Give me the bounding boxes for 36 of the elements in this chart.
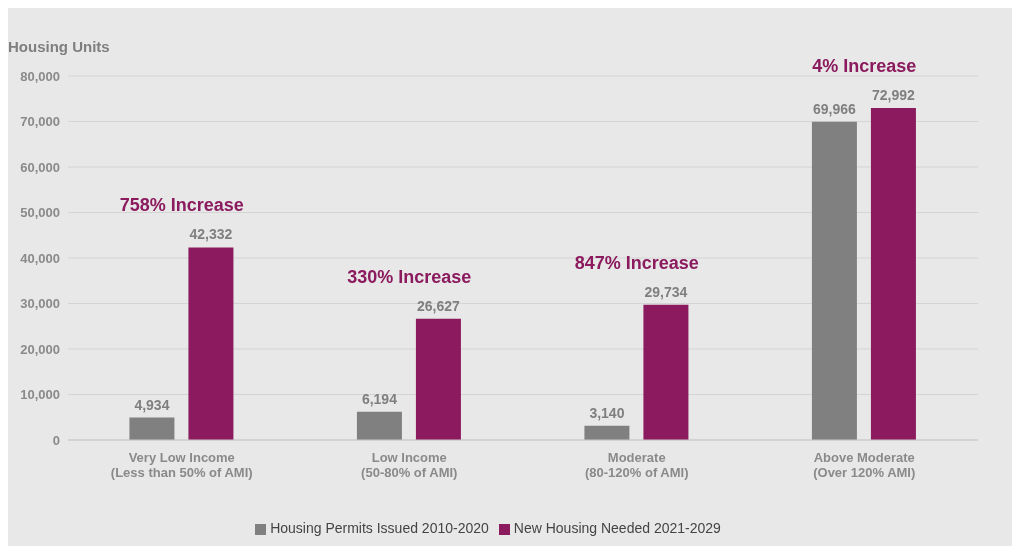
y-tick-label: 30,000 xyxy=(20,296,60,312)
y-tick-label: 50,000 xyxy=(20,205,60,221)
x-tick-label: Moderate (80-120% of AMI) xyxy=(584,450,689,480)
y-tick-label: 60,000 xyxy=(20,159,60,175)
y-tick-label: 20,000 xyxy=(20,341,60,357)
bar xyxy=(584,425,630,440)
bar xyxy=(129,417,175,440)
data-label: 26,627 xyxy=(417,297,461,314)
bar xyxy=(415,318,461,440)
annotation: 758% Increase xyxy=(119,195,244,216)
bar xyxy=(643,304,689,440)
bar xyxy=(356,411,402,440)
x-tick-label: Above Moderate (Over 120% AMI) xyxy=(813,450,916,480)
data-label: 42,332 xyxy=(189,226,233,243)
data-label: 4,934 xyxy=(134,396,170,413)
bar xyxy=(870,107,916,440)
bar xyxy=(811,121,857,440)
data-label: 72,992 xyxy=(872,86,916,103)
y-tick-label: 80,000 xyxy=(20,68,60,84)
data-label: 29,734 xyxy=(644,283,688,300)
data-label: 6,194 xyxy=(361,390,398,407)
y-tick-label: 10,000 xyxy=(20,387,60,403)
annotation: 847% Increase xyxy=(574,252,699,273)
y-axis-title: Housing Units xyxy=(8,38,110,55)
y-tick-label: 0 xyxy=(52,432,60,448)
data-label: 69,966 xyxy=(813,100,857,117)
data-label: 3,140 xyxy=(589,404,625,421)
legend-label: Housing Permits Issued 2010-2020 xyxy=(270,520,489,536)
x-tick-label: Very Low Income (Less than 50% of AMI) xyxy=(110,450,253,480)
y-tick-label: 40,000 xyxy=(20,250,60,266)
text: 4% Increase xyxy=(812,55,917,76)
x-tick-label: Low Income (50-80% of AMI) xyxy=(361,450,458,480)
bar xyxy=(188,247,234,440)
y-tick-label: 70,000 xyxy=(20,114,60,130)
legend-label: New Housing Needed 2021-2029 xyxy=(513,520,721,536)
annotation: 330% Increase xyxy=(347,266,472,287)
